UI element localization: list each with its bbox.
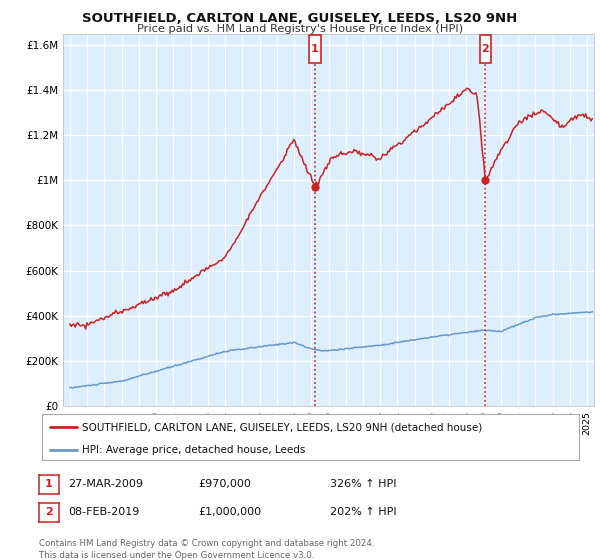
Text: 08-FEB-2019: 08-FEB-2019 [68,507,139,517]
Text: £1,000,000: £1,000,000 [198,507,261,517]
Text: 2: 2 [482,44,489,54]
Text: £970,000: £970,000 [198,479,251,489]
Text: 202% ↑ HPI: 202% ↑ HPI [330,507,397,517]
Bar [479,35,491,63]
Text: 1: 1 [45,479,53,489]
Text: 1: 1 [311,44,319,54]
Text: 2: 2 [45,507,53,517]
Bar [309,35,320,63]
Text: SOUTHFIELD, CARLTON LANE, GUISELEY, LEEDS, LS20 9NH: SOUTHFIELD, CARLTON LANE, GUISELEY, LEED… [82,12,518,25]
Text: Price paid vs. HM Land Registry's House Price Index (HPI): Price paid vs. HM Land Registry's House … [137,24,463,34]
Text: SOUTHFIELD, CARLTON LANE, GUISELEY, LEEDS, LS20 9NH (detached house): SOUTHFIELD, CARLTON LANE, GUISELEY, LEED… [82,422,482,432]
Text: 326% ↑ HPI: 326% ↑ HPI [330,479,397,489]
Text: HPI: Average price, detached house, Leeds: HPI: Average price, detached house, Leed… [82,445,305,455]
Text: 27-MAR-2009: 27-MAR-2009 [68,479,143,489]
Text: Contains HM Land Registry data © Crown copyright and database right 2024.
This d: Contains HM Land Registry data © Crown c… [39,539,374,560]
